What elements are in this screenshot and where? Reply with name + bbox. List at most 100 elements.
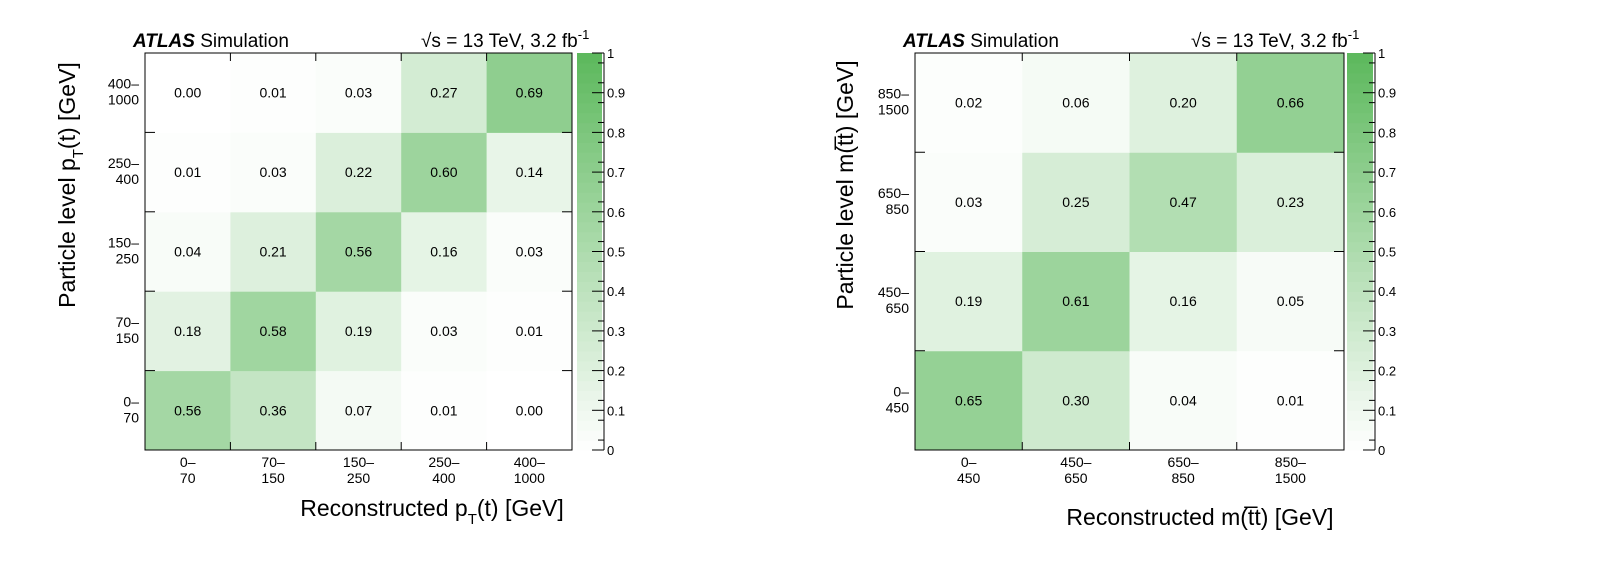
colorbar-segment (577, 380, 602, 392)
cell-value-label: 0.03 (259, 164, 286, 180)
colorbar-segment (577, 182, 602, 193)
matrix-cell (230, 53, 317, 133)
colorbar-segment (577, 102, 602, 114)
colorbar-segment (1347, 112, 1373, 124)
colorbar-segment (1347, 330, 1373, 342)
colorbar-tick-label: 0.6 (607, 205, 625, 220)
matrix-cell (1236, 152, 1345, 252)
colorbar-segment (577, 271, 602, 282)
x-tick-label: 150– 250 (343, 454, 374, 486)
colorbar-segment (577, 122, 602, 133)
colorbar-segment (577, 301, 602, 312)
colorbar-tick-label: 0.9 (1378, 86, 1396, 101)
colorbar-segment (577, 201, 602, 213)
colorbar-segment (577, 132, 602, 143)
matrix-cell (145, 53, 231, 133)
matrix-panel-1: ATLAS Simulation √s = 13 TeV, 3.2 fb-1 0.5… (54, 27, 625, 528)
colorbar-tick-label: 0.2 (607, 364, 625, 379)
atlas-label: ATLAS Simulation (132, 31, 289, 52)
cell-value-label: 0.05 (1277, 293, 1304, 309)
colorbar-segment (577, 350, 602, 362)
colorbar-segment (1347, 122, 1373, 133)
colorbar-segment (1347, 182, 1373, 193)
matrix-cell (1022, 251, 1130, 352)
x-axis-title: Reconstructed pT(t) [GeV] (300, 495, 564, 528)
matrix-cell (1129, 53, 1238, 153)
matrix-cell (401, 370, 488, 451)
matrix-cell (1129, 251, 1238, 352)
colorbar-segment (577, 241, 602, 253)
colorbar-tick-label: 0 (607, 443, 614, 458)
y-tick-label: 150– 250 (108, 235, 139, 267)
colorbar-segment (577, 162, 602, 173)
colorbar-segment (577, 191, 602, 203)
colorbar-segment (1347, 62, 1373, 74)
x-tick-label: 0– 450 (957, 454, 981, 486)
cell-value-label: 0.03 (430, 323, 457, 339)
matrix-cell (230, 291, 317, 372)
colorbar-segment (1347, 92, 1373, 104)
colorbar-segment (1347, 162, 1373, 173)
colorbar-segment (1347, 211, 1373, 223)
colorbar-tick-label: 0.8 (607, 125, 625, 140)
colorbar-segment (1347, 360, 1373, 372)
colorbar-segment (1347, 410, 1373, 421)
cell-value-label: 0.56 (174, 402, 201, 418)
cell-value-label: 0.03 (345, 85, 372, 101)
colorbar-tick-label: 0.4 (1378, 284, 1396, 299)
y-tick-label: 250– 400 (108, 155, 139, 187)
colorbar-segment (577, 172, 602, 183)
colorbar-segment (577, 410, 602, 421)
matrix-cell (145, 132, 231, 213)
colorbar-segment (1347, 320, 1373, 332)
cell-value-label: 0.01 (174, 164, 201, 180)
matrix-cell (315, 211, 402, 292)
colorbar-segment (1347, 380, 1373, 392)
colorbar-segment (1347, 301, 1373, 312)
cell-value-label: 0.25 (1062, 194, 1089, 210)
cell-value-label: 0.22 (345, 164, 372, 180)
y-tick-label: 650– 850 (878, 185, 909, 217)
matrix-cell (401, 211, 488, 292)
cell-value-label: 0.01 (516, 323, 543, 339)
colorbar-segment (577, 440, 602, 451)
colorbar-segment (1347, 261, 1373, 272)
colorbar-segment (577, 330, 602, 342)
matrix-cell (145, 211, 231, 292)
colorbar-segment (577, 152, 602, 163)
colorbar-tick-label: 0.7 (1378, 165, 1396, 180)
colorbar-segment (1347, 72, 1373, 84)
colorbar-segment (577, 420, 602, 431)
colorbar-segment (1347, 400, 1373, 411)
colorbar-segment (1347, 241, 1373, 253)
matrix-cell (230, 132, 317, 213)
matrix-cell (1022, 53, 1130, 153)
cell-value-label: 0.47 (1170, 194, 1197, 210)
matrix-cell (915, 350, 1023, 451)
colorbar-segment (1347, 201, 1373, 213)
colorbar-tick-label: 0.4 (607, 284, 625, 299)
colorbar-segment (577, 53, 602, 64)
matrix-panel-2: ATLAS Simulation √s = 13 TeV, 3.2 fb-1 0.6… (832, 27, 1396, 530)
cell-value-label: 0.65 (955, 392, 982, 408)
matrix-cell (145, 370, 231, 451)
colorbar-segment (577, 340, 602, 352)
cell-value-label: 0.19 (955, 293, 982, 309)
x-tick-label: 450– 650 (1060, 454, 1091, 486)
colorbar-segment (1347, 191, 1373, 203)
colorbar-segment (1347, 370, 1373, 382)
matrix-cell (1129, 152, 1238, 252)
colorbar-tick-label: 0.5 (1378, 245, 1396, 260)
cell-value-label: 0.56 (345, 244, 372, 260)
cell-value-label: 0.21 (259, 244, 286, 260)
matrix-cell (315, 132, 402, 213)
cell-value-label: 0.20 (1170, 95, 1197, 111)
matrix-cell (486, 291, 573, 372)
colorbar-segment (577, 390, 602, 401)
cell-value-label: 0.36 (259, 402, 286, 418)
colorbar-segment (1347, 350, 1373, 362)
colorbar-segment (1347, 390, 1373, 401)
colorbar-tick-label: 0.3 (607, 324, 625, 339)
